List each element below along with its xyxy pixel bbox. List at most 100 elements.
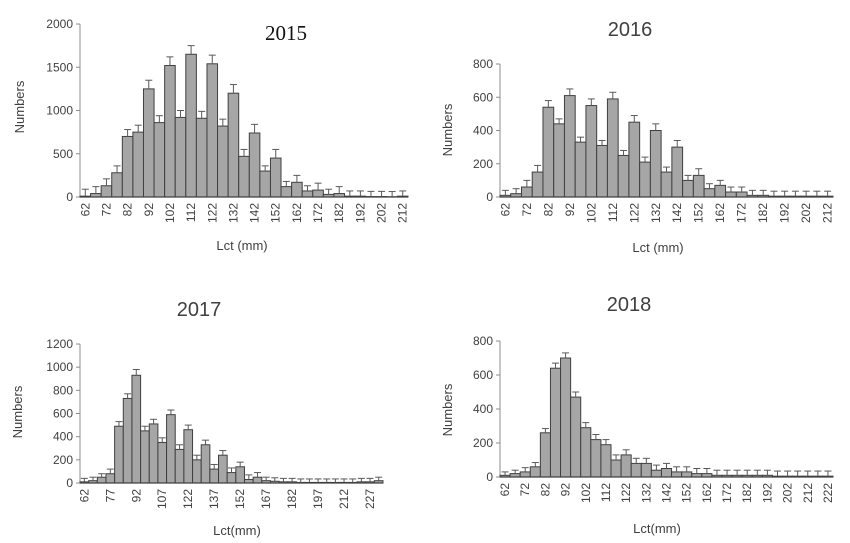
bar bbox=[617, 154, 630, 198]
bar bbox=[570, 396, 582, 478]
x-tick-label: 122 bbox=[181, 489, 195, 509]
bar bbox=[206, 63, 219, 198]
bar bbox=[703, 188, 716, 198]
y-tick-label: 200 bbox=[473, 157, 493, 171]
y-axis-label: Numbers bbox=[12, 80, 27, 133]
bar bbox=[539, 432, 551, 478]
x-tick-label: 122 bbox=[627, 203, 641, 223]
bar bbox=[660, 171, 673, 198]
bar bbox=[596, 144, 608, 198]
y-tick-label: 800 bbox=[53, 383, 73, 397]
bar bbox=[553, 123, 565, 198]
x-tick-label: 182 bbox=[740, 483, 754, 503]
bar bbox=[238, 155, 250, 198]
bar bbox=[111, 172, 123, 198]
bar bbox=[725, 191, 737, 198]
x-tick-label: 62 bbox=[498, 203, 512, 217]
bar bbox=[195, 117, 208, 198]
y-tick-label: 200 bbox=[473, 436, 493, 450]
bar bbox=[166, 414, 176, 484]
x-tick-label: 182 bbox=[285, 489, 299, 509]
y-tick-label: 200 bbox=[53, 453, 73, 467]
bar bbox=[590, 439, 602, 478]
x-tick-label: 192 bbox=[353, 203, 367, 223]
x-tick-label: 77 bbox=[103, 489, 117, 503]
bar bbox=[140, 430, 150, 484]
bar bbox=[529, 466, 541, 478]
bar bbox=[620, 454, 632, 478]
chart-title: 2018 bbox=[607, 294, 652, 316]
bar bbox=[153, 122, 166, 198]
x-tick-label: 132 bbox=[649, 203, 663, 223]
x-tick-label: 112 bbox=[184, 203, 198, 222]
y-tick-label: 800 bbox=[473, 334, 493, 348]
bar bbox=[714, 184, 727, 198]
x-tick-label: 102 bbox=[584, 203, 598, 223]
bar bbox=[269, 157, 282, 198]
bar bbox=[192, 459, 202, 484]
y-tick-label: 0 bbox=[486, 190, 493, 204]
x-tick-label: 172 bbox=[720, 483, 734, 503]
x-tick-label: 222 bbox=[821, 483, 835, 503]
y-tick-label: 800 bbox=[473, 57, 493, 71]
x-axis-label: Lct(mm) bbox=[213, 523, 261, 538]
y-axis-label: Numbers bbox=[440, 383, 455, 436]
x-tick-label: 102 bbox=[579, 483, 593, 503]
bar bbox=[148, 423, 159, 484]
x-tick-label: 212 bbox=[821, 203, 835, 223]
bar bbox=[531, 171, 544, 198]
bar bbox=[681, 471, 693, 478]
x-tick-label: 182 bbox=[756, 203, 770, 223]
bar bbox=[580, 427, 592, 478]
chart-title: 2015 bbox=[265, 21, 307, 45]
bar bbox=[628, 121, 641, 198]
bar bbox=[519, 471, 531, 478]
bar bbox=[280, 186, 293, 198]
bar bbox=[132, 131, 144, 198]
bar bbox=[640, 462, 652, 478]
bar bbox=[585, 105, 598, 198]
x-tick-label: 202 bbox=[375, 203, 389, 223]
bar bbox=[639, 161, 651, 198]
bar bbox=[121, 135, 134, 198]
bar bbox=[185, 53, 197, 198]
x-tick-label: 62 bbox=[77, 489, 91, 503]
x-tick-label: 227 bbox=[363, 489, 377, 509]
bar bbox=[157, 441, 168, 484]
bar bbox=[105, 473, 116, 484]
x-tick-label: 92 bbox=[563, 203, 577, 217]
y-tick-label: 500 bbox=[53, 147, 73, 161]
bar bbox=[200, 444, 211, 484]
bar bbox=[671, 471, 683, 478]
x-tick-label: 82 bbox=[541, 203, 555, 217]
y-tick-label: 2000 bbox=[46, 17, 73, 31]
x-tick-label: 152 bbox=[680, 483, 694, 503]
bar bbox=[183, 429, 194, 484]
x-tick-label: 132 bbox=[639, 483, 653, 503]
x-tick-label: 137 bbox=[207, 489, 221, 509]
bar bbox=[630, 462, 642, 478]
y-axis-label: Numbers bbox=[10, 385, 25, 438]
panel-2015: 2015 Lct (mm) Numbers 0 500 1000 1500 2000 62… bbox=[12, 17, 410, 253]
x-tick-label: 172 bbox=[311, 203, 325, 223]
bar bbox=[563, 95, 576, 198]
y-tick-label: 0 bbox=[66, 190, 73, 204]
bar bbox=[600, 444, 612, 478]
bar bbox=[610, 459, 622, 478]
bar bbox=[560, 357, 572, 478]
x-tick-label: 72 bbox=[99, 203, 113, 217]
x-tick-label: 152 bbox=[233, 489, 247, 509]
bar bbox=[248, 132, 261, 198]
x-tick-label: 112 bbox=[599, 483, 613, 502]
bar bbox=[122, 397, 133, 484]
x-tick-label: 152 bbox=[269, 203, 283, 223]
panel-2016: 2016 Lct (mm) Numbers 0 200 400 600 800 62 72 8… bbox=[440, 19, 835, 255]
bar bbox=[217, 125, 229, 198]
bar bbox=[100, 185, 113, 198]
x-tick-label: 182 bbox=[332, 203, 346, 223]
x-axis-label: Lct (mm) bbox=[216, 238, 267, 253]
x-tick-label: 92 bbox=[559, 483, 573, 497]
bar bbox=[692, 174, 705, 198]
y-tick-label: 600 bbox=[473, 368, 493, 382]
